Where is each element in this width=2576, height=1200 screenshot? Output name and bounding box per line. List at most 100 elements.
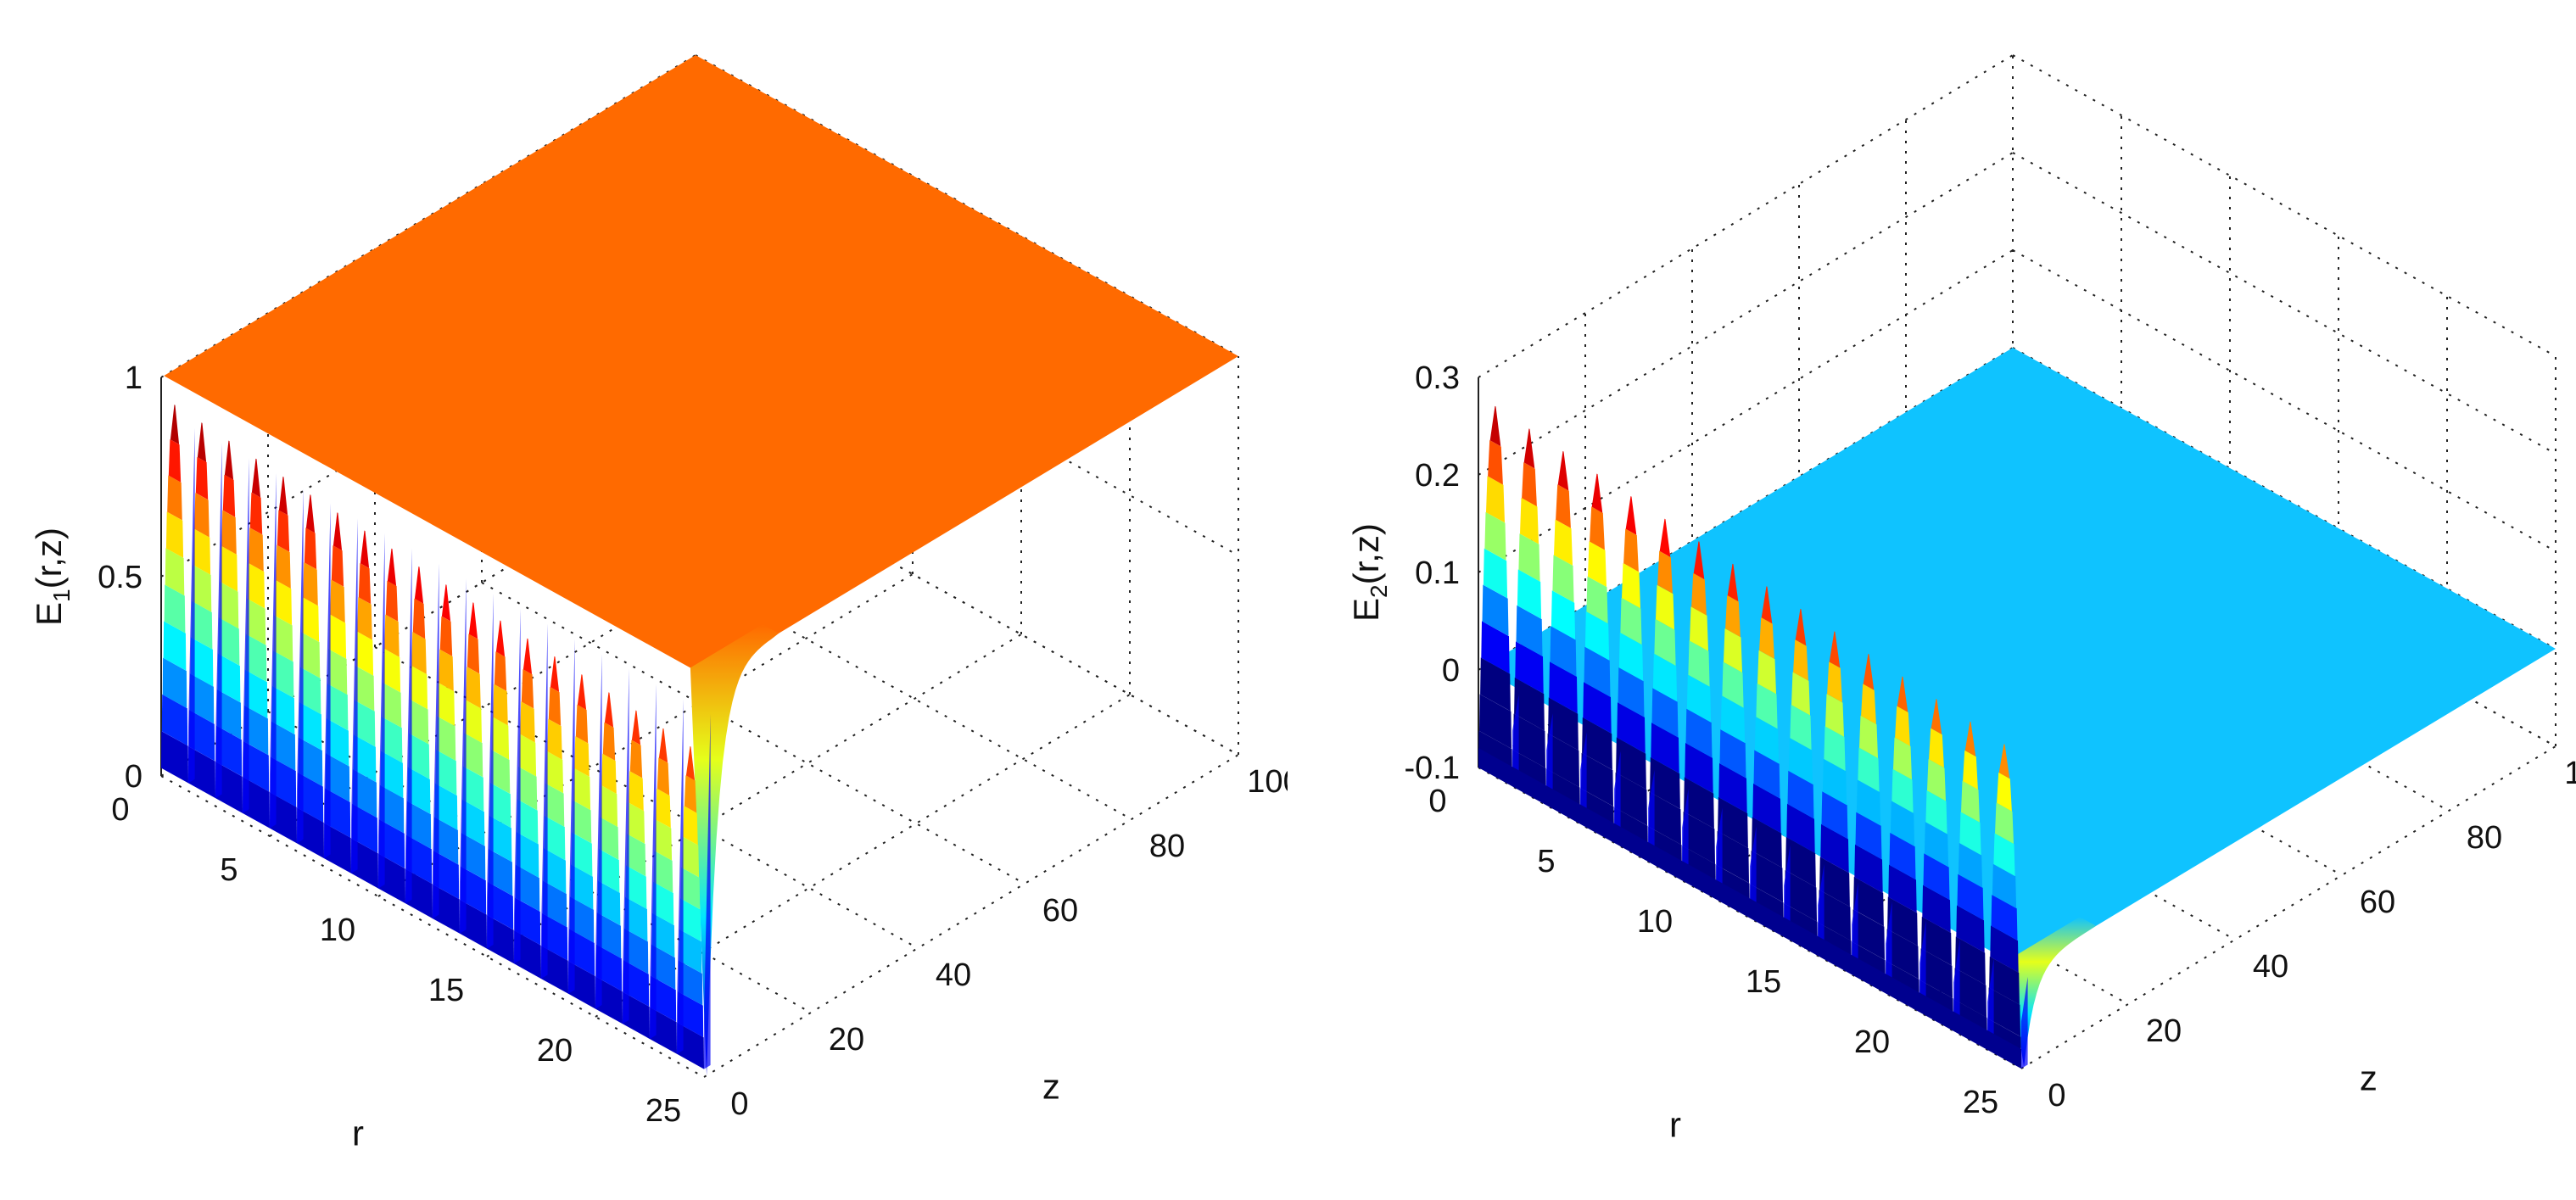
ridge-segment — [656, 788, 671, 829]
ridge-segment — [1961, 780, 1980, 823]
ridge-segment — [379, 784, 405, 834]
ridge-valley — [1648, 769, 1655, 862]
ridge-segment — [625, 865, 647, 909]
ridge-segment — [1550, 626, 1577, 677]
ridge-segment — [545, 751, 564, 794]
r-tick-label: 20 — [537, 1033, 573, 1069]
ridge-valley — [297, 488, 304, 844]
ridge-valley — [351, 517, 358, 873]
ridge-segment — [1754, 717, 1780, 764]
ridge-segment — [623, 991, 650, 1040]
ridge-segment — [355, 631, 374, 676]
ridge-segment — [658, 728, 668, 763]
ridge-segment — [1617, 702, 1646, 754]
ridge-valley — [541, 623, 548, 980]
ridge-valley — [1750, 826, 1757, 918]
ridge-segment — [1520, 497, 1539, 544]
ridge-segment — [542, 880, 567, 928]
ridge-segment — [222, 474, 236, 517]
ridge-segment — [385, 580, 399, 622]
ridge-segment — [351, 838, 378, 889]
ridge-valley — [595, 653, 602, 1009]
ridge-segment — [330, 579, 345, 623]
ridge-segment — [327, 684, 349, 731]
r-tick-label: 10 — [320, 913, 355, 948]
ridge-segment — [1518, 533, 1540, 582]
ridge-segment — [218, 617, 240, 666]
ridge-segment — [1548, 697, 1579, 751]
ridge-segment — [245, 633, 267, 682]
ridge-segment — [1693, 541, 1705, 579]
ridge-segment — [1897, 676, 1908, 712]
ridge-segment — [1990, 925, 2019, 973]
z-tick-label: 0 — [730, 1086, 748, 1122]
ridge-segment — [541, 913, 568, 961]
ridge-segment — [1581, 752, 1613, 807]
ridge-segment — [277, 510, 290, 552]
r-tick-label: 15 — [428, 973, 464, 1008]
ridge-segment — [1591, 473, 1603, 513]
ridge-segment — [433, 885, 460, 934]
ridge-segment — [568, 929, 595, 976]
ridge-valley — [1580, 732, 1587, 824]
z-tick-label: 40 — [936, 957, 971, 993]
ridge-segment — [1922, 885, 1951, 933]
ridge-segment — [1649, 791, 1681, 845]
ridge-segment — [1958, 842, 1983, 888]
ridge-segment — [1683, 811, 1715, 864]
ridge-segment — [1891, 768, 1914, 813]
ridge-valley — [460, 578, 467, 934]
ridge-segment — [1724, 628, 1742, 673]
ridge-segment — [1584, 646, 1611, 697]
r-tick-label: 15 — [1746, 964, 1781, 1000]
ridge-segment — [461, 799, 485, 846]
ridge-segment — [1858, 747, 1880, 792]
ridge-segment — [272, 650, 294, 698]
ridge-segment — [1863, 653, 1875, 690]
ridge-valley — [1512, 695, 1519, 787]
ridge-segment — [301, 597, 320, 642]
ridge-valley — [1987, 957, 1994, 1050]
ridge-segment — [224, 440, 234, 480]
ridge-segment — [460, 866, 487, 915]
z-tick-label: 80 — [2467, 820, 2502, 856]
ridge-segment — [274, 580, 293, 626]
ridge-segment — [1861, 684, 1876, 724]
ridge-valley — [568, 638, 575, 994]
ridge-segment — [271, 721, 296, 771]
ridge-segment — [1719, 729, 1746, 779]
ridge-segment — [1513, 713, 1545, 768]
ridge-segment — [677, 991, 704, 1037]
ridge-segment — [219, 582, 239, 629]
ridge-segment — [244, 669, 268, 719]
ridge-valley — [1818, 863, 1824, 956]
ridge-segment — [381, 717, 403, 763]
ridge-segment — [1995, 802, 2014, 844]
ridge-segment — [249, 527, 264, 572]
ridge-segment — [216, 689, 242, 740]
ridge-segment — [495, 620, 506, 657]
ridge-segment — [541, 946, 568, 994]
ridge-valley — [1716, 807, 1723, 900]
ridge-segment — [406, 801, 432, 849]
ridge-segment — [627, 802, 645, 844]
surface-edge-transition — [2007, 917, 2097, 1068]
ridge-segment — [276, 544, 291, 589]
ridge-segment — [1651, 723, 1679, 773]
ridge-valley — [433, 563, 439, 919]
ridge-segment — [1853, 876, 1884, 927]
ridge-segment — [1717, 830, 1749, 884]
ridge-segment — [387, 548, 397, 586]
z-tick-label: 20 — [829, 1022, 864, 1058]
ridge-segment — [1992, 863, 2017, 908]
ridge-segment — [467, 633, 480, 674]
ridge-segment — [1819, 890, 1851, 941]
ridge-segment — [573, 767, 591, 811]
ridge-segment — [1517, 569, 1542, 619]
ridge-segment — [677, 1022, 704, 1069]
ridge-segment — [168, 439, 182, 483]
ridge-segment — [1920, 948, 1953, 998]
ridge-segment — [189, 673, 215, 724]
ridge-segment — [325, 753, 350, 802]
z-tick-label: 80 — [1149, 829, 1185, 864]
